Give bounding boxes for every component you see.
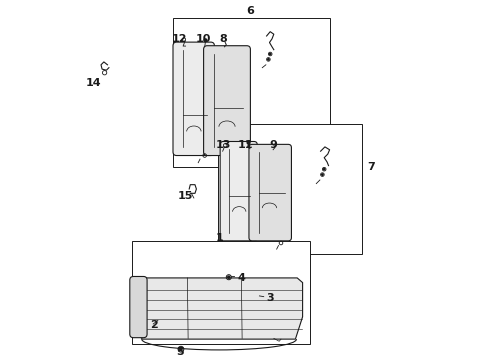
- Circle shape: [204, 39, 207, 42]
- Circle shape: [268, 59, 269, 60]
- FancyBboxPatch shape: [173, 42, 215, 156]
- Text: 5: 5: [176, 347, 184, 357]
- Text: 2: 2: [150, 320, 158, 330]
- Bar: [132, 241, 310, 344]
- Circle shape: [180, 348, 182, 350]
- Text: 1: 1: [216, 233, 223, 243]
- Bar: [218, 124, 362, 254]
- Circle shape: [321, 174, 323, 175]
- Bar: [173, 18, 330, 167]
- FancyBboxPatch shape: [220, 141, 257, 241]
- Text: 15: 15: [178, 191, 193, 201]
- Polygon shape: [135, 278, 303, 339]
- Text: 14: 14: [85, 78, 101, 88]
- FancyBboxPatch shape: [204, 46, 250, 156]
- Text: 12: 12: [172, 34, 187, 44]
- Text: 6: 6: [246, 6, 254, 16]
- Text: 9: 9: [269, 140, 277, 150]
- Circle shape: [247, 141, 250, 144]
- Text: 4: 4: [237, 273, 245, 283]
- Text: 3: 3: [266, 293, 273, 303]
- Text: 11: 11: [238, 140, 253, 150]
- Circle shape: [228, 276, 230, 278]
- Text: 13: 13: [216, 140, 231, 150]
- Circle shape: [323, 168, 325, 170]
- Text: 10: 10: [196, 34, 211, 44]
- Circle shape: [270, 53, 271, 55]
- Text: 7: 7: [368, 162, 375, 172]
- FancyBboxPatch shape: [130, 276, 147, 338]
- FancyBboxPatch shape: [249, 144, 292, 241]
- Text: 8: 8: [220, 34, 227, 44]
